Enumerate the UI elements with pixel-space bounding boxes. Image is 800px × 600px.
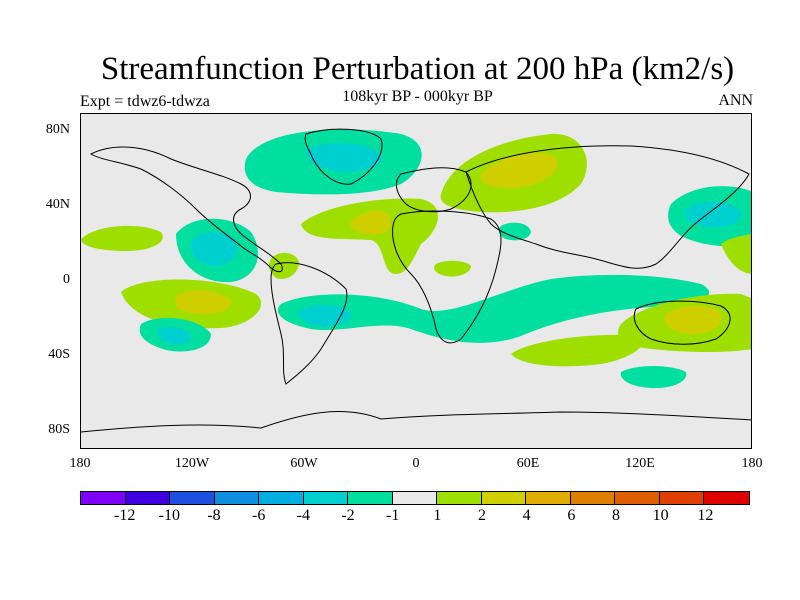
experiment-label: Expt = tdwz6-tdwza	[80, 93, 210, 110]
y-tick-40s: 40S	[48, 347, 70, 362]
colorbar-label: 2	[478, 507, 486, 524]
plot-subtitle: 108kyr BP - 000kyr BP	[342, 88, 493, 105]
colorbar-label: -12	[113, 507, 136, 524]
contour-south-indian-green	[511, 334, 644, 367]
contour-atlantic-green	[301, 198, 438, 274]
contour-fills	[81, 129, 751, 389]
colorbar-segment	[259, 492, 304, 504]
contour-middle-east-cyan	[498, 222, 531, 241]
contour-se-pacific-green	[721, 234, 751, 274]
y-tick-40n: 40N	[45, 197, 70, 212]
colorbar-label: -8	[207, 507, 221, 524]
y-tick-0: 0	[63, 272, 70, 287]
coastline-north-america	[89, 146, 283, 273]
colorbar-segment	[392, 492, 438, 504]
map-svg	[81, 114, 751, 448]
coastline-europe	[395, 167, 472, 213]
colorbar-segment	[570, 492, 616, 504]
contour-south-pacific-yellow	[174, 290, 232, 315]
x-tick-180w: 180	[69, 456, 91, 471]
coastline-australia	[633, 300, 731, 345]
contour-central-pacific-green	[81, 225, 163, 252]
x-tick-60e: 60E	[516, 456, 540, 471]
colorbar-segment	[303, 492, 349, 504]
colorbar-label: 6	[567, 507, 576, 524]
coastline-africa	[392, 210, 502, 344]
colorbar	[80, 491, 750, 505]
x-tick-60w: 60W	[290, 456, 318, 471]
contour-southern-band-green	[277, 274, 710, 343]
colorbar-segment	[481, 492, 527, 504]
contour-atlantic-yellow	[350, 210, 392, 235]
colorbar-label: -6	[251, 507, 266, 524]
colorbar-label: 1	[433, 507, 442, 524]
colorbar-segment	[81, 492, 126, 504]
colorbar-segment	[526, 492, 571, 504]
colorbar-label: -10	[158, 507, 180, 524]
coastline-antarctica	[81, 411, 751, 433]
x-tick-120w: 120W	[174, 456, 210, 471]
coastline-greenland	[304, 128, 383, 185]
x-tick-120e: 120E	[625, 456, 655, 471]
colorbar-label: -2	[341, 507, 355, 524]
coastline-south-america	[270, 262, 348, 385]
colorbar-label: -4	[296, 507, 310, 524]
y-tick-80n: 80N	[45, 122, 70, 137]
colorbar-segment	[615, 492, 660, 504]
colorbar-segment	[348, 492, 393, 504]
x-tick-180e: 180	[741, 456, 763, 471]
colorbar-segment	[214, 492, 260, 504]
contour-africa-green	[434, 260, 471, 277]
contour-australia-yellow	[664, 305, 722, 334]
colorbar-segment	[437, 492, 482, 504]
colorbar-segment	[659, 492, 705, 504]
season-label: ANN	[718, 92, 753, 109]
x-tick-0: 0	[412, 456, 420, 471]
contour-sw-pacific-cyan	[157, 326, 191, 345]
colorbar-label: 12	[697, 507, 714, 524]
coastlines	[81, 128, 751, 433]
plot-title: Streamfunction Perturbation at 200 hPa (…	[100, 51, 735, 87]
contour-east-pacific-cyan	[190, 232, 238, 266]
map-panel	[80, 113, 752, 449]
colorbar-label: -1	[385, 507, 400, 524]
colorbar-label: 8	[612, 507, 620, 524]
y-tick-80s: 80S	[48, 422, 70, 437]
colorbar-label: 4	[522, 507, 531, 524]
colorbar-segment	[704, 492, 749, 504]
colorbar-segment	[125, 492, 171, 504]
contour-eurasia-yellow	[480, 152, 558, 189]
contour-north-atlantic-cyan	[306, 142, 382, 172]
contour-southern-ocean-green	[620, 366, 687, 389]
colorbar-label: 10	[652, 507, 669, 524]
colorbar-segment	[170, 492, 215, 504]
coastline-asia	[465, 145, 750, 269]
